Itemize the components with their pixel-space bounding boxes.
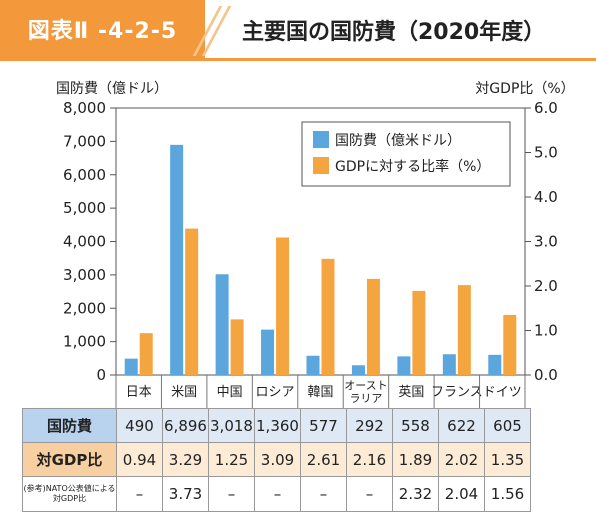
y2-tick-label: 6.0 <box>534 99 558 117</box>
table-cell: – <box>346 476 393 512</box>
header-underline <box>0 58 596 61</box>
y2-tick-label: 5.0 <box>534 144 558 162</box>
table-cell: – <box>300 476 347 512</box>
x-tick-label: 韓国 <box>307 385 333 400</box>
bar-gdp-ratio <box>503 314 517 375</box>
bar-gdp-ratio <box>321 258 335 375</box>
y-tick-label: 2,000 <box>63 299 106 317</box>
table-row-nato-gdp-ratio: (参考)NATO公表値による対GDP比 –3.73– – – –2.32 2.04 1.56 <box>22 476 531 512</box>
bar-defense-spending <box>124 358 138 375</box>
table-cell: 2.61 <box>300 442 347 477</box>
bar-gdp-ratio <box>412 290 426 375</box>
table-cell: 3.09 <box>254 442 301 477</box>
x-tick-label: フランス <box>431 385 483 400</box>
figure-title: 主要国の国防費（2020年度） <box>242 20 546 45</box>
legend-swatch-defense <box>313 131 329 148</box>
legend-box <box>301 121 511 187</box>
table-row-gdp-ratio: 対GDP比 0.94 3.29 1.25 3.09 2.61 2.16 1.89 2.02 1.3… <box>22 442 531 477</box>
y-axis-title: 国防費（億ドル） <box>56 81 168 97</box>
y2-tick-label: 0.0 <box>534 366 558 384</box>
table-cell: – <box>208 476 255 512</box>
legend-label-gdp: GDPに対する比率（%） <box>335 158 490 175</box>
bar-defense-spending <box>397 356 411 375</box>
bar-gdp-ratio <box>276 237 290 375</box>
bar-gdp-ratio <box>185 228 199 375</box>
y-tick-label: 1,000 <box>63 333 106 351</box>
y2-tick-label: 2.0 <box>534 277 558 295</box>
bar-gdp-ratio <box>457 285 471 375</box>
y2-axis-title: 対GDP比（%） <box>475 81 574 97</box>
table-row-defense-spending: 国防費 490 6,896 3,018 1,360 577 292 558 622 605 <box>22 408 531 443</box>
y-tick-label: 6,000 <box>63 166 106 184</box>
table-cell: 1.25 <box>208 442 255 477</box>
table-row-header: 対GDP比 <box>22 442 117 477</box>
table-cell: 2.04 <box>438 476 485 512</box>
x-tick-label: 米国 <box>171 385 197 400</box>
table-cell: 3.73 <box>162 476 209 512</box>
y-tick-label: 8,000 <box>63 99 106 117</box>
y2-tick-label: 3.0 <box>534 233 558 251</box>
bar-defense-spending <box>170 144 184 375</box>
bar-gdp-ratio <box>139 333 153 375</box>
table-cell: 0.94 <box>116 442 163 477</box>
table-cell: 1,360 <box>254 408 301 443</box>
table-cell: 622 <box>438 408 485 443</box>
bar-gdp-ratio <box>230 319 244 375</box>
bar-defense-spending <box>215 274 229 375</box>
table-row-header: 国防費 <box>22 408 117 443</box>
legend-swatch-gdp <box>313 157 329 174</box>
table-cell: 558 <box>392 408 439 443</box>
y-tick-label: 4,000 <box>63 233 106 251</box>
y-tick-label: 3,000 <box>63 266 106 284</box>
table-row-header: (参考)NATO公表値による対GDP比 <box>22 476 117 512</box>
y-tick-label: 5,000 <box>63 199 106 217</box>
bar-defense-spending <box>306 355 320 375</box>
bar-defense-spending <box>261 329 275 375</box>
table-cell: 1.35 <box>484 442 531 477</box>
table-cell: 490 <box>116 408 163 443</box>
table-cell: 605 <box>484 408 531 443</box>
y-tick-label: 7,000 <box>63 132 106 150</box>
legend-label-defense: 国防費（億米ドル） <box>335 133 461 149</box>
data-table: 国防費 490 6,896 3,018 1,360 577 292 558 622 605 対GDP… <box>22 408 531 512</box>
y-tick-label: 0 <box>96 366 106 384</box>
table-cell: – <box>116 476 163 512</box>
table-cell: 2.32 <box>392 476 439 512</box>
bar-defense-spending <box>442 354 456 375</box>
bar-defense-spending <box>488 354 502 375</box>
table-cell: 3.29 <box>162 442 209 477</box>
table-cell: 1.89 <box>392 442 439 477</box>
table-cell: 2.16 <box>346 442 393 477</box>
bar-defense-spending <box>351 365 365 375</box>
x-tick-label: オーストラリア <box>344 379 387 405</box>
x-tick-label: ドイツ <box>483 385 522 400</box>
table-cell: 2.02 <box>438 442 485 477</box>
x-tick-label: 中国 <box>217 385 243 400</box>
table-cell: – <box>254 476 301 512</box>
table-cell: 3,018 <box>208 408 255 443</box>
table-cell: 1.56 <box>484 476 531 512</box>
x-tick-label: 日本 <box>126 385 152 400</box>
figure-tag-band <box>0 0 205 58</box>
y2-tick-label: 1.0 <box>534 322 558 340</box>
table-cell: 6,896 <box>162 408 209 443</box>
bar-gdp-ratio <box>366 278 380 375</box>
table-cell: 292 <box>346 408 393 443</box>
y2-tick-label: 4.0 <box>534 188 558 206</box>
x-tick-label: 英国 <box>398 385 424 400</box>
table-cell: 577 <box>300 408 347 443</box>
x-tick-label: ロシア <box>256 385 295 400</box>
figure-number: 図表Ⅱ -4-2-5 <box>27 19 178 44</box>
